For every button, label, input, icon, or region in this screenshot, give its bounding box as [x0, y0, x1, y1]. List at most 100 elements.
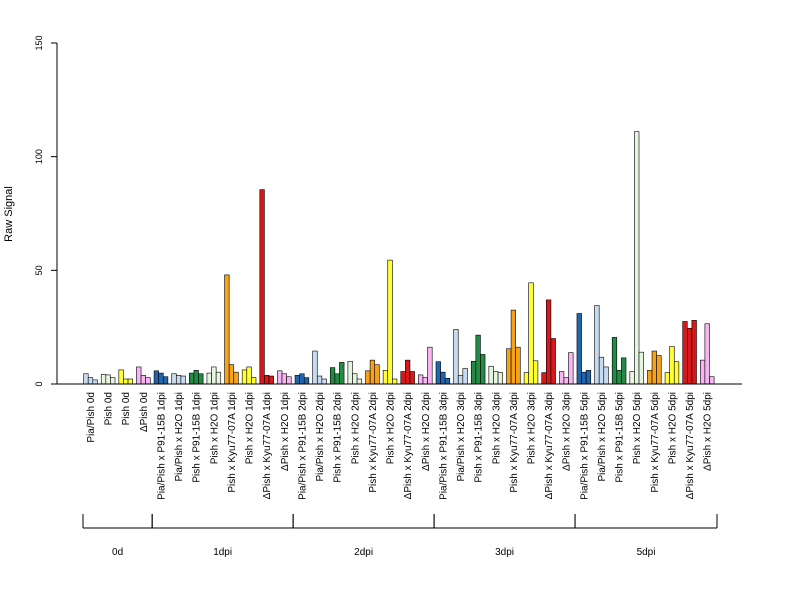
bar [100, 374, 107, 385]
x-tick-label: Pish 0d [121, 392, 132, 425]
x-tick-label: Pish x Kyu77-07A 1dpi [227, 392, 238, 493]
y-tick-label: 0 [34, 381, 44, 386]
bar [83, 373, 89, 385]
bar [356, 378, 363, 385]
bar [264, 375, 270, 385]
bar [329, 367, 336, 385]
bar [647, 370, 653, 385]
x-tick-labels: Pia/Pish 0d Pish 0d Pish 0d ΔPish 0d Pia/Pis… [86, 392, 714, 500]
bar [246, 366, 252, 385]
x-tick-label: Pia/Pish x P91-15B 1dpi [156, 392, 167, 500]
bar [541, 372, 547, 385]
x-tick-label: Pish x P91-15B 3dpi [474, 392, 485, 483]
bar [621, 357, 627, 385]
bar [576, 313, 582, 385]
bar [193, 370, 199, 385]
bar [546, 299, 552, 385]
bar [440, 371, 446, 385]
bar [427, 346, 433, 385]
bar [339, 362, 345, 385]
bar [158, 372, 164, 385]
bar [457, 375, 464, 385]
x-tick-label: Pish 0d [104, 392, 115, 425]
x-tick-label: ΔPish 0d [139, 392, 150, 432]
bar [638, 351, 644, 385]
x-tick-label: Pish x P91-15B 5dpi [615, 392, 626, 483]
bar [444, 378, 451, 385]
bar [611, 337, 618, 385]
x-tick-label: Pish x H2O 3dpi [527, 392, 538, 464]
bar [488, 365, 494, 385]
bar [651, 350, 657, 385]
bar [629, 371, 635, 385]
bar [241, 369, 248, 385]
bar [470, 360, 477, 385]
bar [118, 369, 124, 385]
bar [206, 372, 212, 385]
bar [228, 364, 235, 385]
bar [281, 373, 287, 385]
x-tick-label: ΔPish x Kyu77-07A 1dpi [262, 392, 273, 499]
x-tick-label: ΔPish x H2O 2dpi [421, 392, 432, 471]
y-axis: 0 50 100 150 [34, 35, 58, 387]
bar [233, 371, 239, 385]
group-label: 3dpi [495, 547, 514, 558]
bar [312, 350, 318, 385]
bar [251, 377, 257, 385]
group-label: 2dpi [354, 547, 373, 558]
bar [709, 376, 715, 385]
x-tick-label: Pia/Pish 0d [86, 392, 97, 443]
bar [435, 361, 441, 385]
bar [634, 131, 640, 385]
y-tick-label: 150 [34, 35, 44, 50]
x-tick-label: ΔPish x H2O 3dpi [562, 392, 573, 471]
bar [211, 366, 217, 385]
x-tick-label: Pish x H2O 1dpi [245, 392, 256, 464]
bar [523, 372, 529, 385]
x-tick-label: Pia/Pish x H2O 5dpi [597, 392, 608, 482]
x-tick-label: Pish x Kyu77-07A 3dpi [509, 392, 520, 493]
bar [303, 377, 310, 385]
bar [105, 374, 111, 385]
bar [686, 327, 693, 385]
bar [123, 378, 129, 385]
bar [145, 377, 151, 385]
bar [691, 320, 697, 385]
bar [704, 323, 710, 385]
bar [392, 378, 398, 385]
bar [189, 372, 195, 385]
bar [568, 352, 574, 385]
x-tick-label: Pish x P91-15B 2dpi [333, 392, 344, 483]
x-tick-label: Pia/Pish x P91-15B 2dpi [297, 392, 308, 500]
bar [598, 356, 605, 385]
bar [294, 375, 300, 385]
bar [334, 373, 340, 385]
y-tick-label: 50 [34, 265, 44, 275]
bar [382, 370, 389, 385]
x-tick-label: ΔPish x Kyu77-07A 5dpi [685, 392, 696, 499]
bar [140, 375, 146, 385]
bar [180, 375, 186, 385]
bar [387, 259, 393, 385]
x-tick-label: Pish x Kyu77-07A 5dpi [650, 392, 661, 493]
group-label: 1dpi [213, 547, 232, 558]
bar [365, 370, 371, 385]
bars-layer [83, 131, 715, 385]
bar [347, 360, 353, 385]
bar [268, 375, 274, 385]
bar [669, 346, 675, 385]
bar [510, 309, 516, 385]
bar [215, 371, 222, 385]
x-tick-label: Pish x H2O 3dpi [491, 392, 502, 464]
x-tick-label: Pia/Pish x H2O 1dpi [174, 392, 185, 482]
x-tick-label: Pish x H2O 2dpi [386, 392, 397, 464]
bar [369, 359, 376, 385]
bar [418, 374, 424, 385]
bar [475, 334, 481, 385]
bar [110, 377, 116, 385]
x-tick-label: Pia/Pish x P91-15B 5dpi [579, 392, 590, 500]
x-tick-label: Pish x P91-15B 1dpi [192, 392, 203, 483]
x-tick-label: Pish x Kyu77-07A 2dpi [368, 392, 379, 493]
